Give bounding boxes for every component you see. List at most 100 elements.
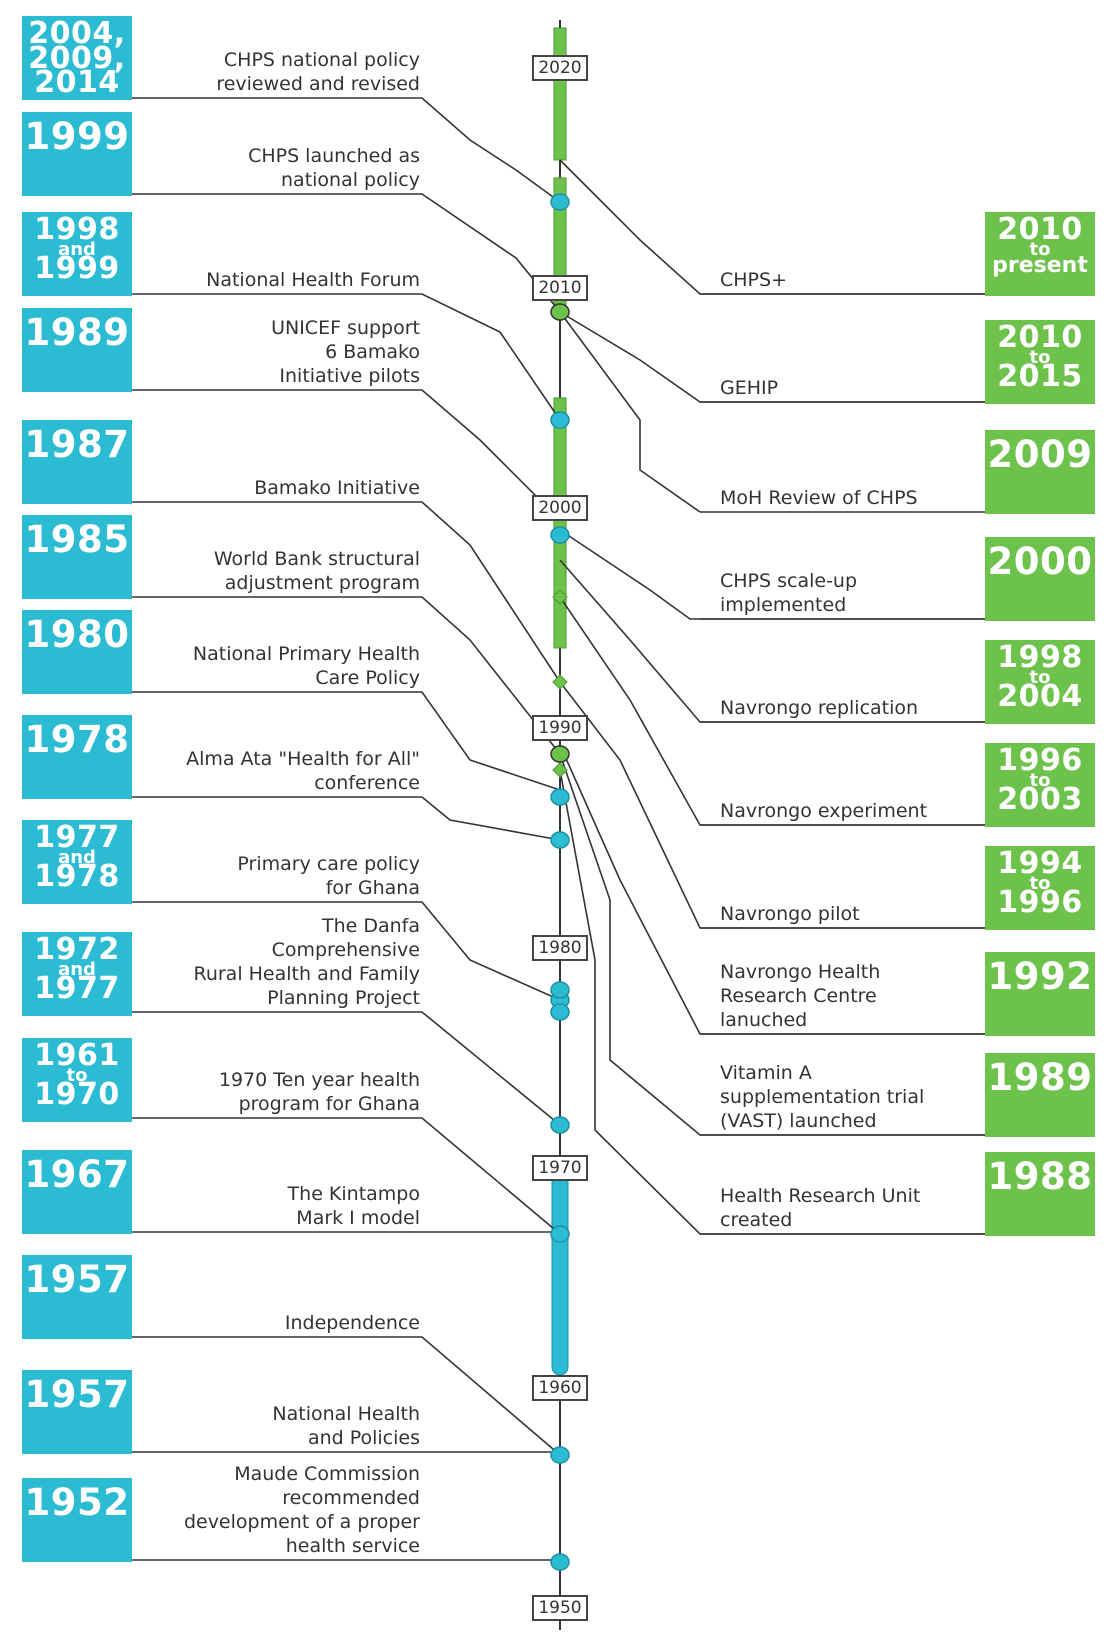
year-text: to [66, 1064, 88, 1086]
year-box-left: 2004, 2009, 2014 [22, 16, 132, 100]
event-dot [550, 788, 570, 806]
year-text: to [1029, 346, 1051, 368]
event-label-line: MoH Review of CHPS [720, 487, 918, 509]
event-label-line: supplementation trial [720, 1086, 925, 1108]
year-text: 1996 [997, 743, 1083, 778]
connector-left-0 [132, 97, 561, 203]
event-label-line: Bamako Initiative [254, 477, 420, 499]
event-label-line: Mark I model [296, 1207, 420, 1229]
year-box-right: 1998 to 2004 [985, 640, 1095, 724]
event-label: CHPS national policy reviewed and revised [216, 48, 420, 96]
event-label: Health Research Unit created [720, 1184, 920, 1232]
year-box-left: 1998 and 1999 [22, 212, 132, 296]
year-text: and [58, 846, 96, 868]
event-label: Primary care policy for Ghana [237, 852, 420, 900]
connector-left-4 [132, 501, 561, 683]
event-diamond [552, 762, 568, 778]
decade-marker: 1970 [532, 1155, 588, 1181]
connector-left-10 [132, 1117, 561, 1235]
year-text: 1987 [24, 423, 130, 466]
year-box-right: 1988 [985, 1152, 1095, 1236]
year-box-right: 1994 to 1996 [985, 846, 1095, 930]
event-label: National Health Forum [206, 268, 420, 292]
year-text: 1988 [987, 1155, 1093, 1198]
year-box-left: 1957 [22, 1255, 132, 1339]
event-dot [550, 831, 570, 849]
year-box-left: 1957 [22, 1370, 132, 1454]
event-diamond [552, 674, 568, 690]
event-label-line: reviewed and revised [216, 73, 420, 95]
event-label: Navrongo Health Research Centre lanuched [720, 960, 880, 1032]
year-text: 2010 [997, 320, 1083, 355]
event-dot [550, 981, 570, 999]
event-dot [550, 1116, 570, 1134]
year-box-left: 1989 [22, 308, 132, 392]
event-dot [550, 411, 570, 429]
year-text: 1970 [34, 1076, 120, 1112]
event-label-line: recommended [282, 1487, 420, 1509]
axis-band-green [553, 397, 567, 649]
connector-left-12 [132, 1336, 561, 1456]
event-label: CHPS+ [720, 268, 787, 292]
event-dot [550, 526, 570, 544]
year-text: 1978 [24, 718, 130, 761]
event-label-line: Research Centre [720, 985, 877, 1007]
event-label-line: and Policies [307, 1427, 420, 1449]
event-label-line: The Kintampo [287, 1183, 420, 1205]
event-label-line: World Bank structural [213, 548, 420, 570]
year-box-right: 2010 to present [985, 212, 1095, 296]
event-label-line: adjustment program [224, 572, 420, 594]
decade-marker: 1950 [532, 1595, 588, 1621]
year-text: 1998 [34, 212, 120, 247]
year-box-left: 1987 [22, 420, 132, 504]
event-label-line: Initiative pilots [279, 365, 420, 387]
year-text: 1957 [24, 1373, 130, 1416]
connector-left-7 [132, 796, 561, 841]
event-label-line: development of a proper [183, 1511, 420, 1533]
event-label-line: national policy [281, 169, 420, 191]
event-label-line: Navrongo replication [720, 697, 919, 719]
event-label-line: (VAST) launched [720, 1110, 877, 1132]
year-text: 1992 [987, 955, 1093, 998]
event-label-line: Maude Commission [234, 1463, 420, 1485]
year-box-left: 1985 [22, 515, 132, 599]
event-dot [550, 1553, 570, 1571]
connector-right-2 [559, 311, 701, 513]
connector-left-8 [132, 901, 561, 1001]
year-text: 2014 [34, 65, 120, 101]
event-label-line: CHPS scale-up [720, 570, 858, 592]
event-label: The Danfa Comprehensive Rural Health and F… [193, 914, 420, 1010]
year-box-left: 1967 [22, 1150, 132, 1234]
event-label-line: Planning Project [267, 987, 420, 1009]
event-label: Navrongo experiment [720, 799, 927, 823]
event-label-line: 1970 Ten year health [218, 1069, 420, 1091]
year-text: 1957 [24, 1258, 130, 1301]
event-dot-green [550, 303, 570, 321]
decade-marker: 1980 [532, 935, 588, 961]
event-label-line: Care Policy [315, 667, 420, 689]
connector-left-5 [132, 596, 561, 755]
event-label-line: implemented [720, 594, 847, 616]
event-label-line: Comprehensive [271, 939, 420, 961]
year-text: 1994 [997, 846, 1083, 881]
year-box-left: 1980 [22, 610, 132, 694]
event-label: CHPS launched as national policy [248, 144, 420, 192]
year-text: to [1029, 666, 1051, 688]
year-text: 1952 [24, 1481, 130, 1524]
decade-marker: 2020 [532, 55, 588, 81]
event-label: UNICEF support 6 Bamako Initiative pilots [271, 316, 420, 388]
axis-band-blue [551, 1164, 569, 1376]
year-text: 2000 [987, 540, 1093, 583]
event-diamond [552, 589, 568, 605]
event-label-line: Navrongo experiment [720, 800, 928, 822]
year-text: 1978 [34, 858, 120, 894]
year-box-left: 1961 to 1970 [22, 1038, 132, 1122]
year-box-left: 1978 [22, 715, 132, 799]
year-text: to [1029, 769, 1051, 791]
event-label-line: CHPS+ [720, 269, 787, 291]
year-text: to [1029, 238, 1051, 260]
connector-left-6 [132, 691, 561, 791]
event-label: The Kintampo Mark I model [288, 1182, 420, 1230]
connector-left-2 [132, 293, 561, 421]
